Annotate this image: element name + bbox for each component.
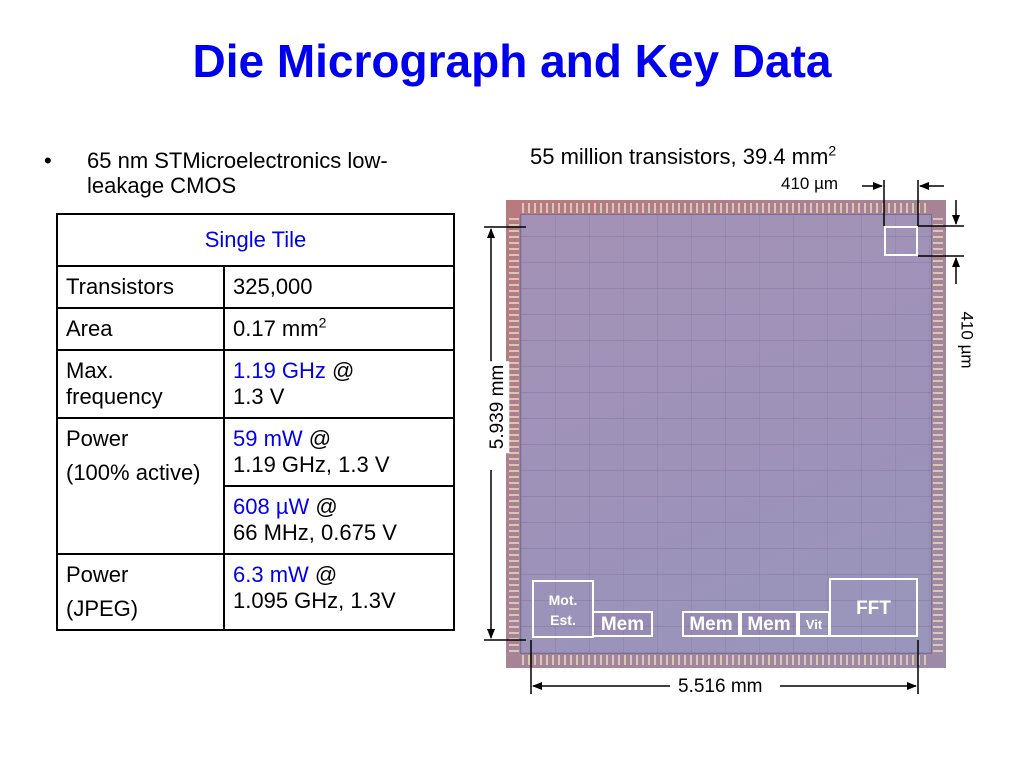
bullet-item: • 65 nm STMicroelectronics low-leakage C… <box>44 148 427 198</box>
tile-height-label: 410 µm <box>956 308 977 372</box>
power-active-note: (100% active) <box>66 460 201 485</box>
power-jpeg-label: Power (JPEG) <box>56 553 225 631</box>
power-active-label: Power (100% active) <box>56 417 225 555</box>
table-row: Transistors 325,000 <box>56 265 455 309</box>
single-tile-outline <box>884 226 918 256</box>
die-width-label: 5.516 mm <box>673 676 768 698</box>
power-jpeg-label-2: (JPEG) <box>66 596 139 621</box>
mot-est-label-2: Est. <box>550 612 576 628</box>
bond-pads-top <box>522 203 930 213</box>
table-row: Power (100% active) 59 mW @ 1.19 GHz, 1.… <box>56 417 455 555</box>
table-header: Single Tile <box>56 213 455 267</box>
area-sup: 2 <box>318 314 327 331</box>
die-caption-text: 55 million transistors, 39.4 mm <box>530 144 829 169</box>
mem-block-2: Mem <box>682 611 740 637</box>
tile-width-label: 410 µm <box>778 174 842 194</box>
power-label: Power <box>66 426 129 451</box>
power-active-at-2: @ <box>309 494 338 519</box>
power-active-value-1: 59 mW @ 1.19 GHz, 1.3 V <box>223 417 455 487</box>
transistors-value: 325,000 <box>223 265 455 309</box>
max-frequency-voltage: 1.3 V <box>233 384 285 409</box>
fft-block: FFT <box>829 578 918 637</box>
bond-pads-right <box>933 216 943 652</box>
power-jpeg-at: @ <box>308 562 338 587</box>
die-height-label: 5.939 mm <box>487 360 510 454</box>
mot-est-label-1: Mot. <box>548 592 578 608</box>
max-frequency-at: @ <box>325 358 355 383</box>
power-active-at-1: @ <box>302 426 332 451</box>
table-row: 608 µW @ 66 MHz, 0.675 V <box>57 485 455 555</box>
die-caption-sup: 2 <box>828 142 837 159</box>
table-row: Power (JPEG) 6.3 mW @ 1.095 GHz, 1.3V <box>56 553 455 631</box>
max-frequency-label: Max. frequency <box>56 349 225 419</box>
area-value: 0.17 mm2 <box>223 307 455 351</box>
slide-title: Die Micrograph and Key Data <box>192 35 832 87</box>
max-frequency-value: 1.19 GHz @ 1.3 V <box>223 349 455 419</box>
table-row: Max. frequency 1.19 GHz @ 1.3 V <box>56 349 455 419</box>
area-label: Area <box>56 307 225 351</box>
bond-pads-left <box>509 216 519 652</box>
power-active-cond-2: 66 MHz, 0.675 V <box>233 520 397 545</box>
power-active-cond-1: 1.19 GHz, 1.3 V <box>233 452 390 477</box>
power-jpeg-highlight: 6.3 mW <box>233 562 309 587</box>
power-active-highlight-1: 59 mW <box>233 426 303 451</box>
bond-pads-bottom <box>522 655 930 665</box>
power-active-highlight-2: 608 µW <box>233 494 310 519</box>
single-tile-table: Single Tile Transistors 325,000 Area 0.1… <box>56 213 455 631</box>
max-frequency-highlight: 1.19 GHz <box>233 358 326 383</box>
mem-block-3: Mem <box>740 611 798 637</box>
power-jpeg-label-1: Power <box>66 562 129 587</box>
area-number: 0.17 mm <box>233 316 319 341</box>
mem-block-1: Mem <box>592 611 653 637</box>
transistors-label: Transistors <box>56 265 225 309</box>
die-caption: 55 million transistors, 39.4 mm2 <box>530 144 836 170</box>
mot-est-block: Mot. Est. <box>532 580 594 638</box>
power-active-value-2: 608 µW @ 66 MHz, 0.675 V <box>223 485 455 555</box>
bullet-symbol: • <box>44 148 52 173</box>
table-row: Area 0.17 mm2 <box>56 307 455 351</box>
bullet-text: 65 nm STMicroelectronics low-leakage CMO… <box>87 148 388 198</box>
power-jpeg-cond: 1.095 GHz, 1.3V <box>233 588 396 613</box>
power-jpeg-value: 6.3 mW @ 1.095 GHz, 1.3V <box>223 553 455 631</box>
